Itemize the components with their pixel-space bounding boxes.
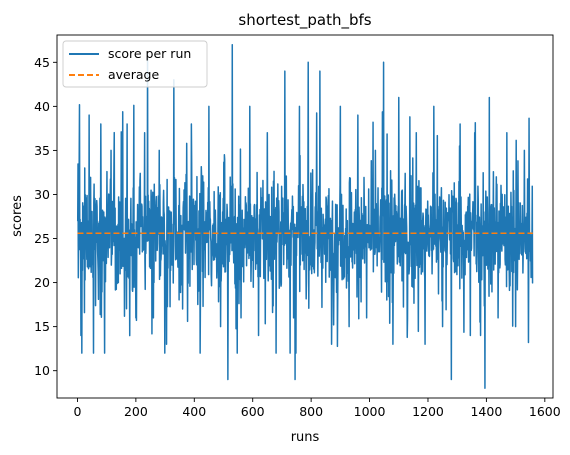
y-tick-label-30: 30 <box>34 187 50 202</box>
y-tick-label-15: 15 <box>34 319 50 334</box>
y-tick-label-25: 25 <box>34 231 50 246</box>
x-tick-label-1400: 1400 <box>470 404 502 419</box>
y-tick-label-20: 20 <box>34 275 50 290</box>
x-tick-label-600: 600 <box>241 404 265 419</box>
legend: score per run average <box>62 40 208 88</box>
plot-frame <box>56 34 554 399</box>
y-tick-label-10: 10 <box>34 363 50 378</box>
y-tick-label-35: 35 <box>34 143 50 158</box>
x-tick-label-200: 200 <box>124 404 148 419</box>
series-line-score-per-run <box>76 43 534 390</box>
x-axis: 0 200 400 600 800 1000 1200 1400 1600 <box>73 398 561 419</box>
legend-label-average: average <box>108 67 159 82</box>
x-tick-label-1200: 1200 <box>412 404 444 419</box>
y-tick-label-40: 40 <box>34 99 50 114</box>
y-axis-title: scores <box>10 195 25 237</box>
y-axis: 10 15 20 25 30 35 40 45 <box>34 55 57 378</box>
series-layer <box>76 43 534 390</box>
legend-label-score-per-run: score per run <box>108 46 191 61</box>
x-tick-label-0: 0 <box>73 404 81 419</box>
plot-area <box>56 34 554 399</box>
x-tick-label-400: 400 <box>182 404 206 419</box>
x-tick-label-1000: 1000 <box>354 404 386 419</box>
x-axis-title: runs <box>291 430 320 445</box>
chart-title: shortest_path_bfs <box>238 11 371 30</box>
y-tick-label-45: 45 <box>34 55 50 70</box>
x-tick-label-1600: 1600 <box>529 404 561 419</box>
x-tick-label-800: 800 <box>299 404 323 419</box>
